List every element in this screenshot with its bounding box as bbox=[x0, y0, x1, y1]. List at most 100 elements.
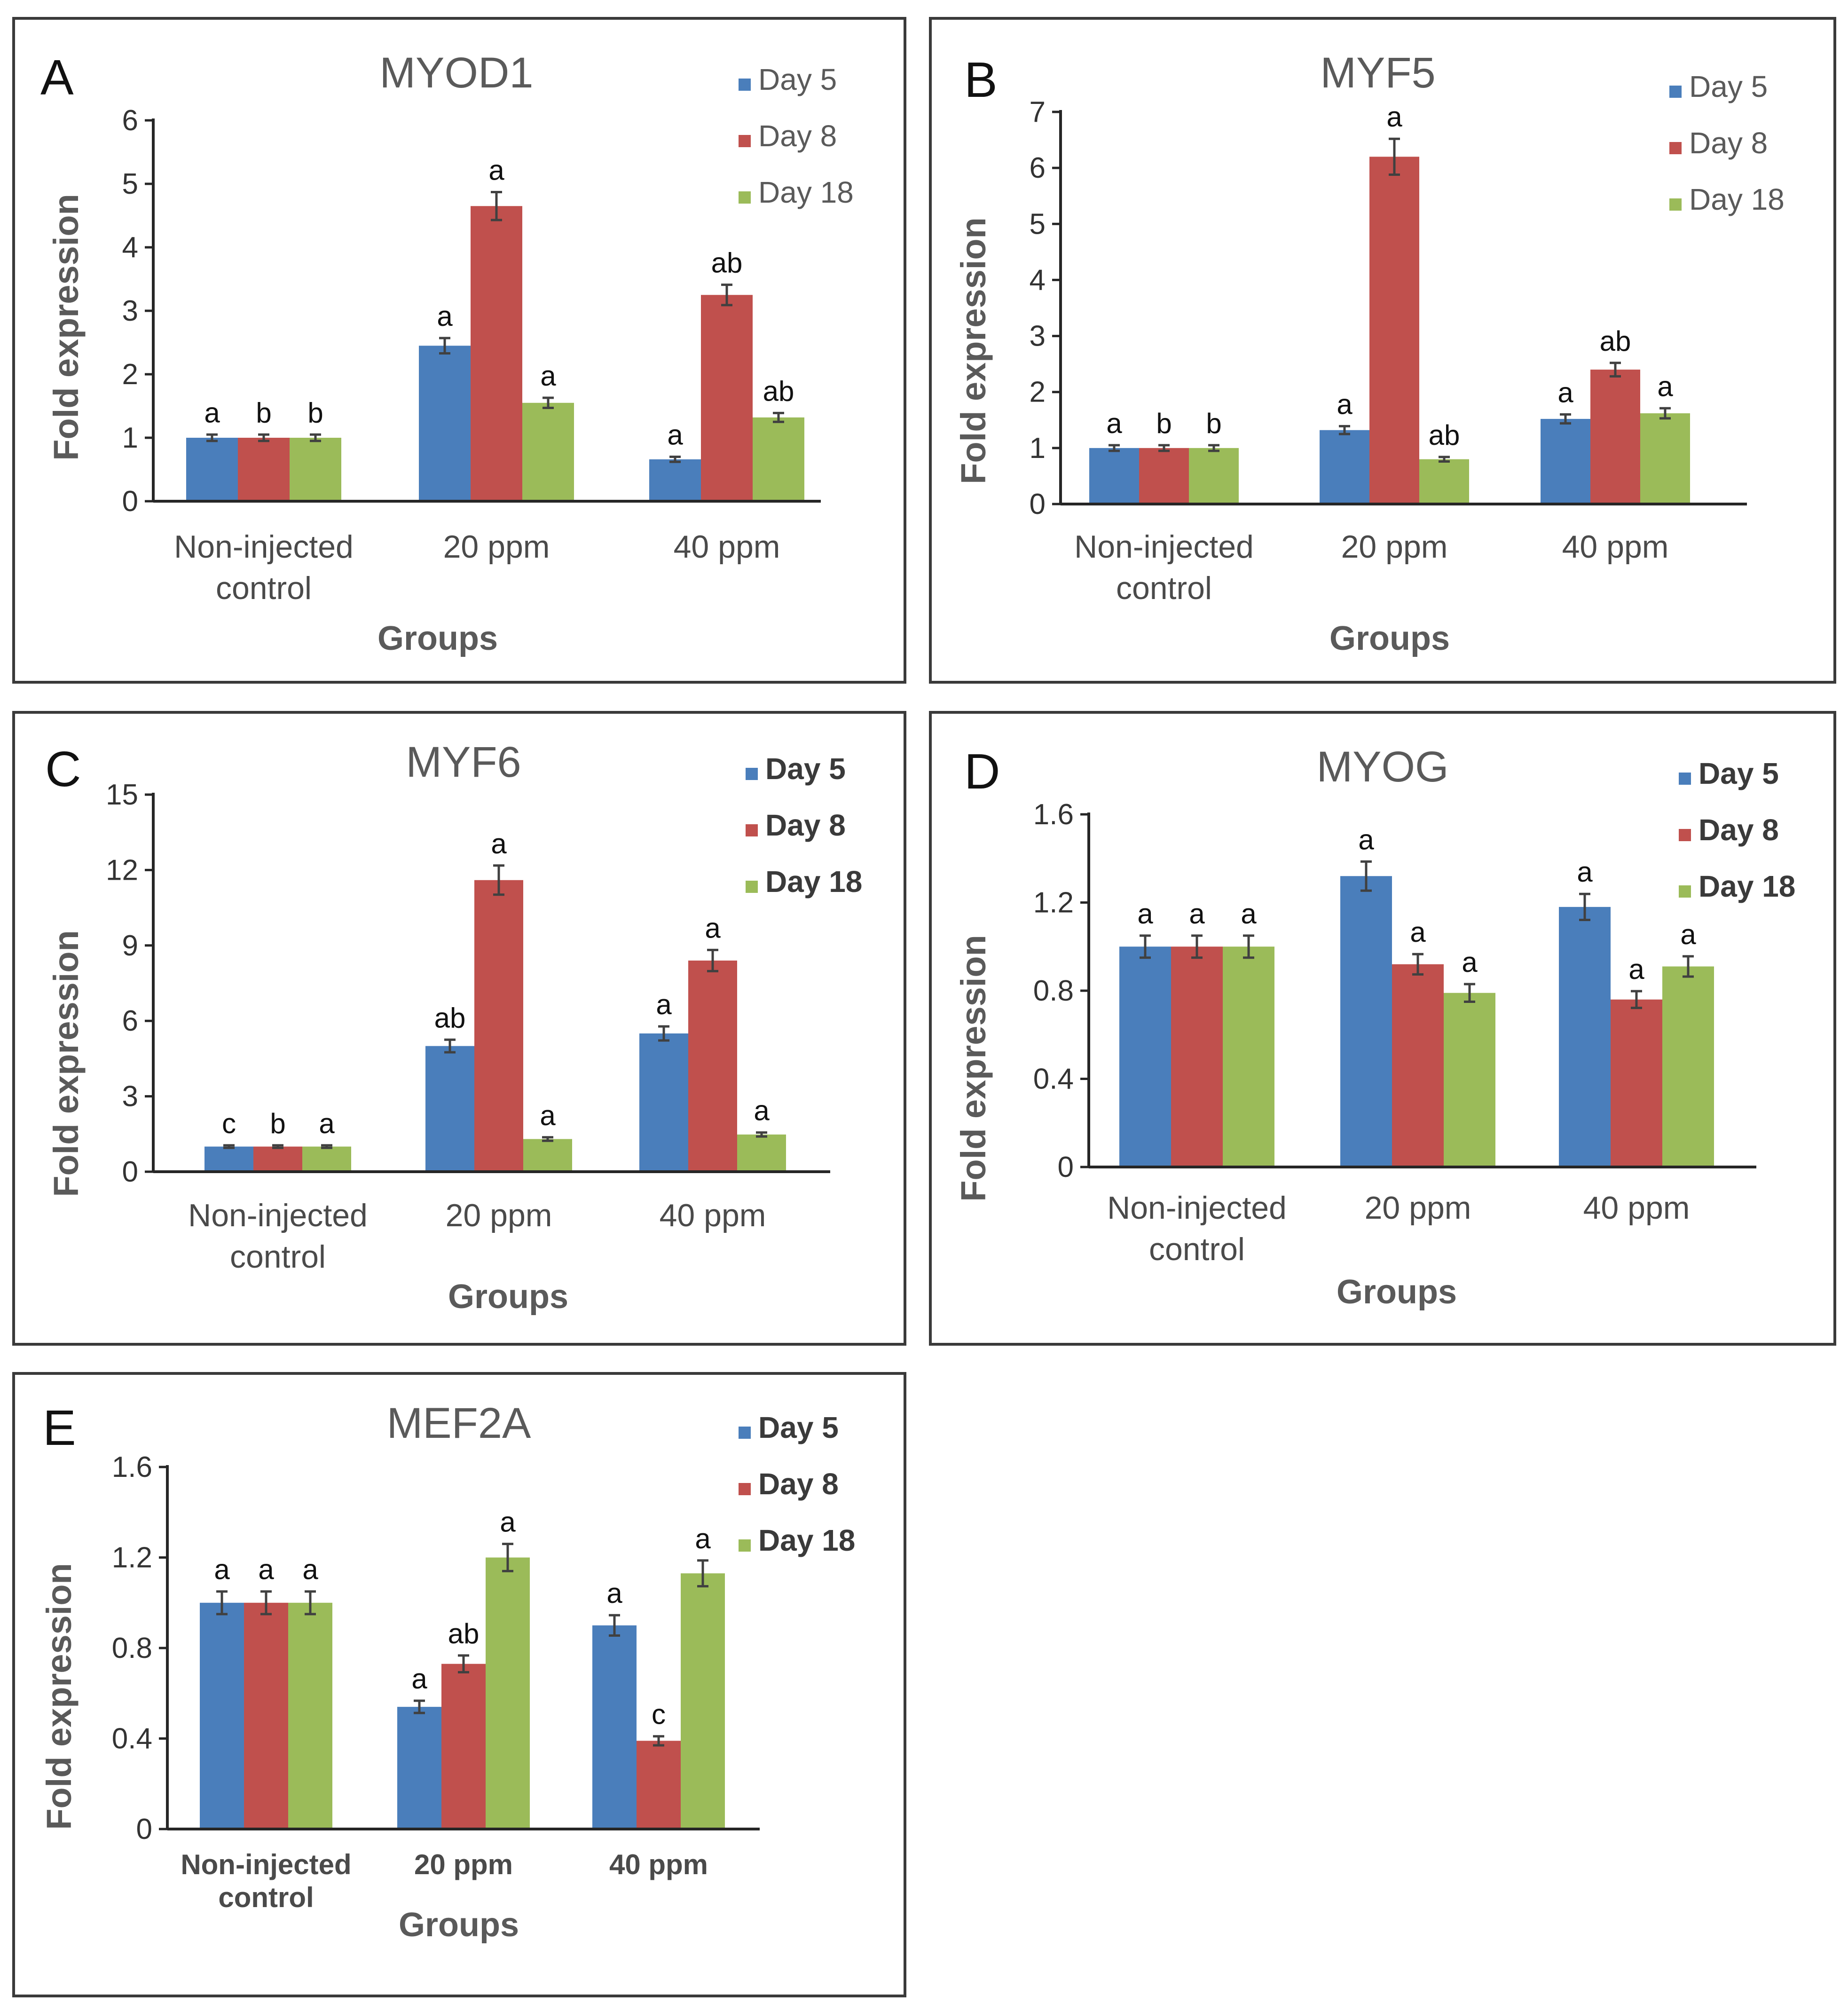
bar-day-8 bbox=[637, 1741, 681, 1829]
significance-label: a bbox=[540, 360, 556, 392]
significance-label: a bbox=[1337, 388, 1353, 420]
significance-label: b bbox=[270, 1108, 285, 1139]
legend-entry: Day 8 bbox=[758, 1467, 839, 1501]
legend-swatch bbox=[1679, 829, 1691, 841]
significance-label: a bbox=[1106, 408, 1122, 439]
significance-label: a bbox=[1137, 898, 1153, 930]
chart-panel-myog: D MYOG Fold expression Groups 0 0.4 0.8 1.2… bbox=[929, 711, 1836, 1346]
significance-label: a bbox=[1410, 916, 1426, 948]
significance-label: a bbox=[488, 155, 504, 186]
x-tick-label: 20 ppm bbox=[446, 1198, 552, 1233]
y-tick-label: 0.8 bbox=[112, 1632, 152, 1664]
y-tick-label: 15 bbox=[106, 779, 138, 811]
legend-swatch bbox=[746, 768, 758, 780]
significance-label: a bbox=[754, 1095, 770, 1127]
bar-day-18 bbox=[737, 1134, 786, 1172]
bar-day-5 bbox=[204, 1146, 253, 1172]
panel-frame bbox=[12, 17, 906, 684]
y-axis-label: Fold expression bbox=[954, 217, 993, 484]
bar-day-5 bbox=[397, 1707, 441, 1829]
bar-day-8 bbox=[238, 438, 290, 501]
x-tick-label: 40 ppm bbox=[1562, 529, 1669, 565]
significance-label: a bbox=[705, 912, 721, 944]
bar-day-5 bbox=[592, 1625, 637, 1829]
significance-label: ab bbox=[1429, 419, 1460, 451]
legend-swatch bbox=[739, 1539, 751, 1552]
chart-title: MYOD1 bbox=[379, 49, 533, 97]
y-tick-label: 0 bbox=[122, 1156, 138, 1188]
bar-day-18 bbox=[1444, 993, 1495, 1167]
x-tick-label: 40 ppm bbox=[1583, 1190, 1690, 1226]
legend-entry: Day 5 bbox=[758, 1411, 839, 1444]
legend-entry: Day 18 bbox=[1689, 182, 1785, 216]
x-tick-label: Non-injected control bbox=[188, 1198, 368, 1275]
y-tick-label: 1 bbox=[122, 422, 138, 454]
significance-label: a bbox=[204, 397, 220, 428]
bar-day-18 bbox=[753, 417, 804, 501]
panel-frame bbox=[12, 1372, 906, 1997]
significance-label: c bbox=[652, 1699, 666, 1730]
bar-day-8 bbox=[253, 1146, 302, 1172]
legend-entry: Day 8 bbox=[765, 808, 846, 842]
bar-day-8 bbox=[701, 295, 753, 501]
bar-day-18 bbox=[290, 438, 341, 501]
y-axis-label: Fold expression bbox=[47, 194, 86, 460]
bar-day-5 bbox=[419, 346, 471, 501]
panel-frame bbox=[929, 17, 1836, 684]
panel-frame bbox=[929, 711, 1836, 1346]
y-tick-label: 4 bbox=[122, 231, 138, 264]
significance-label: b bbox=[256, 397, 271, 428]
legend-entry: Day 18 bbox=[765, 865, 862, 899]
chart-title: MYOG bbox=[1316, 743, 1448, 791]
x-tick-label: 40 ppm bbox=[660, 1198, 766, 1233]
significance-label: a bbox=[319, 1108, 335, 1139]
legend-swatch bbox=[739, 1483, 751, 1495]
bar-day-18 bbox=[1189, 448, 1239, 504]
significance-label: a bbox=[1358, 824, 1374, 855]
legend-entry: Day 5 bbox=[1689, 70, 1768, 103]
significance-label: a bbox=[1657, 371, 1673, 402]
significance-label: a bbox=[500, 1506, 516, 1538]
bar-day-18 bbox=[288, 1602, 332, 1829]
significance-label: ab bbox=[711, 247, 743, 279]
bar-day-5 bbox=[425, 1046, 474, 1172]
x-tick-label: 20 ppm bbox=[1365, 1190, 1471, 1226]
panel-letter: A bbox=[40, 50, 74, 105]
bar-day-8 bbox=[441, 1664, 486, 1829]
panel-letter: B bbox=[964, 52, 998, 108]
significance-label: a bbox=[1628, 954, 1644, 985]
bar-day-5 bbox=[1119, 946, 1171, 1167]
panel-letter: E bbox=[43, 1400, 76, 1456]
y-tick-label: 9 bbox=[122, 930, 138, 962]
bar-day-18 bbox=[1640, 413, 1690, 504]
bar-day-18 bbox=[1419, 459, 1469, 504]
significance-label: a bbox=[491, 828, 507, 860]
chart-title: MYF5 bbox=[1320, 49, 1435, 97]
significance-label: a bbox=[667, 419, 683, 451]
legend-entry: Day 18 bbox=[758, 1523, 855, 1557]
chart-title: MEF2A bbox=[387, 1399, 531, 1447]
x-tick-label: Non-injected control bbox=[1107, 1190, 1287, 1267]
bar-day-8 bbox=[474, 880, 523, 1172]
panel-frame bbox=[12, 711, 906, 1346]
legend-swatch bbox=[1679, 773, 1691, 785]
y-tick-label: 1.6 bbox=[1033, 798, 1074, 831]
y-tick-label: 3 bbox=[122, 295, 138, 327]
bar-day-8 bbox=[1171, 946, 1223, 1167]
legend-swatch bbox=[1669, 142, 1682, 154]
y-tick-label: 5 bbox=[1030, 208, 1046, 240]
y-tick-label: 1 bbox=[1030, 432, 1046, 465]
bar-day-18 bbox=[681, 1573, 725, 1829]
legend-entry: Day 5 bbox=[1699, 757, 1779, 790]
significance-label: a bbox=[1189, 898, 1205, 930]
legend-swatch bbox=[746, 881, 758, 893]
y-tick-label: 6 bbox=[122, 104, 138, 137]
bar-day-18 bbox=[522, 402, 574, 501]
y-tick-label: 1.2 bbox=[112, 1542, 152, 1574]
chart-title: MYF6 bbox=[406, 738, 521, 786]
x-tick-label: Non-injected control bbox=[1074, 529, 1254, 606]
significance-label: a bbox=[437, 300, 453, 332]
x-tick-label: 20 ppm bbox=[443, 529, 550, 565]
